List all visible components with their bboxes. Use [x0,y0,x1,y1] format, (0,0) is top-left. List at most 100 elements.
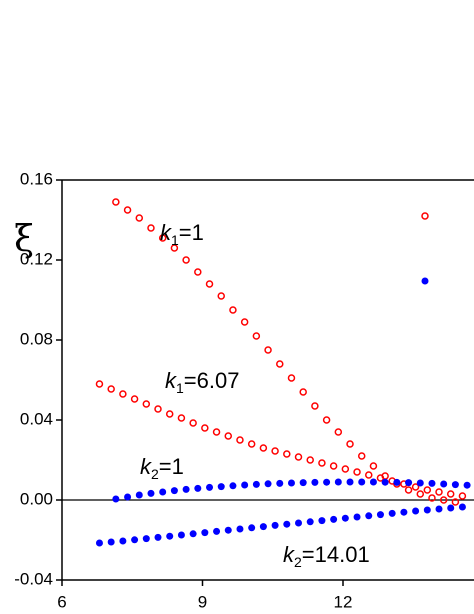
annotation: k1=1 [160,220,204,248]
data-point [259,523,267,531]
annotation: k1=6.07 [165,368,239,396]
data-point [95,539,103,547]
data-point [287,479,295,487]
data-point [201,529,209,537]
data-point [247,440,256,448]
y-tick-label: 0.04 [20,409,53,428]
data-point [201,424,209,432]
data-point [170,244,179,252]
legend-marker [421,212,429,220]
data-point [130,395,139,403]
data-point [236,525,244,533]
data-point [376,474,385,482]
annotation-symbol: k [160,220,172,245]
data-point [283,520,291,528]
data-point [182,256,190,264]
annotation-text: =6.07 [184,368,240,393]
data-point [147,224,155,232]
data-point [131,536,139,544]
data-point [357,452,366,460]
data-point [182,485,190,493]
y-tick-label: -0.04 [14,569,53,588]
annotation-subscript: 1 [171,232,179,248]
data-point [334,428,343,436]
data-point [271,521,279,529]
data-point [112,198,120,206]
data-point [166,532,174,540]
x-tick-label: 9 [198,592,207,611]
data-point [323,478,331,486]
data-point [306,456,314,464]
data-point [435,488,443,496]
data-point [376,511,384,519]
data-point [252,480,260,488]
data-point [435,505,443,513]
data-point [341,514,349,522]
data-point [236,436,244,444]
data-point [177,531,185,539]
data-point [189,530,197,538]
data-point [330,515,338,523]
data-point [334,478,342,486]
data-point [358,478,366,486]
data-point [158,234,167,242]
data-point [346,440,354,448]
data-point [294,453,303,461]
data-point [458,503,466,511]
data-point [177,414,186,422]
data-point [212,428,221,436]
data-point [124,493,132,501]
data-point [189,419,197,427]
data-point [259,444,268,452]
data-point [451,498,460,506]
data-point [463,481,471,489]
data-point [318,517,326,525]
data-point [306,518,314,526]
data-point [341,465,350,473]
data-point [283,450,291,458]
annotation-text: =1 [159,454,184,479]
data-point [400,508,408,516]
data-point [405,479,413,487]
data-point [170,487,178,495]
data-point [95,380,104,388]
data-point [154,405,162,413]
data-point [416,479,424,487]
annotation-symbol: k [165,368,177,393]
y-tick-label: 0.12 [20,249,53,268]
data-point [107,538,115,546]
data-point [451,481,459,489]
data-point [205,280,214,288]
data-point [159,488,167,496]
data-point [365,512,373,520]
data-point [412,507,420,515]
data-point [224,432,233,440]
data-point [318,459,326,467]
data-point [299,388,307,396]
data-point [388,509,396,517]
data-point [311,402,319,410]
data-point [224,526,232,534]
data-point [264,346,272,354]
data-point [346,478,354,486]
data-point [165,410,174,418]
data-point [276,360,284,368]
data-point [194,268,202,276]
data-point [276,479,284,487]
data-point [369,462,378,470]
data-point [229,306,237,314]
data-point [142,535,150,543]
data-point [248,524,256,532]
data-point [423,506,431,514]
data-point [311,478,319,486]
data-point [458,492,467,500]
data-point [142,400,151,408]
legend-marker [421,277,429,285]
data-point [119,390,127,398]
annotation: k2=14.01 [283,542,370,570]
data-point [194,484,202,492]
data-point [287,374,296,382]
data-point [229,482,237,490]
annotation-subscript: 2 [151,466,159,482]
